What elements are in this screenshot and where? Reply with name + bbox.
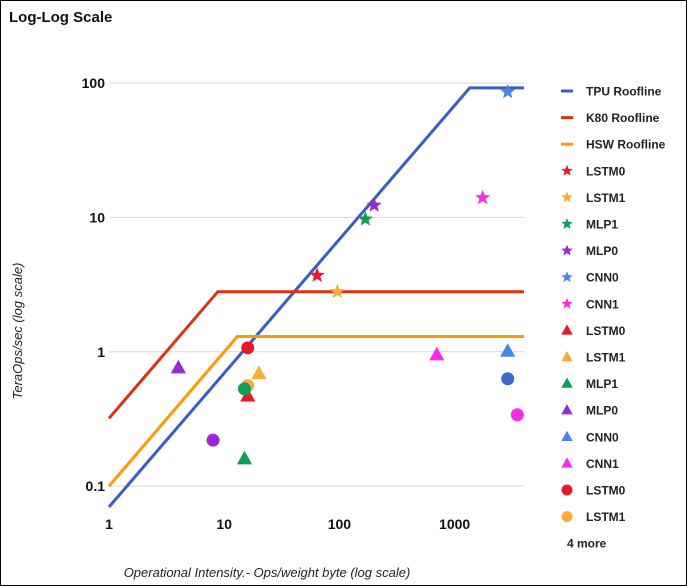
legend-label-10: LSTM1 (586, 351, 626, 365)
legend-label-1: K80 Roofline (586, 111, 660, 125)
data-points (170, 83, 524, 465)
legend-swatch-6 (561, 244, 573, 256)
point-triangle-lstm1 (251, 365, 267, 380)
legend-swatch-3 (561, 164, 573, 176)
point-circle-cnn0 (501, 372, 515, 386)
chart-title: Log-Log Scale (9, 9, 113, 26)
legend-swatch-16 (561, 511, 573, 523)
tick-labels: 0.1 1 10 100 1 10 100 1000 (82, 75, 471, 532)
roofline-tpu-roofline (107, 86, 524, 508)
point-circle-cnn1 (510, 408, 524, 422)
point-star-mlp0 (366, 197, 382, 212)
legend-label-9: LSTM0 (586, 324, 626, 338)
point-triangle-cnn1 (429, 346, 445, 361)
point-star-mlp1 (357, 211, 373, 226)
y-tick-label-2: 10 (89, 209, 105, 225)
x-tick-label-3: 1000 (439, 516, 470, 532)
legend-label-16: LSTM1 (586, 510, 626, 524)
y-tick-label-0: 0.1 (86, 478, 106, 494)
legend-swatch-10 (561, 351, 573, 362)
y-tick-label-3: 100 (82, 75, 106, 91)
legend-label-13: CNN0 (586, 430, 619, 444)
legend-swatch-4 (561, 191, 573, 203)
point-triangle-mlp0 (170, 359, 186, 374)
legend-swatch-15 (561, 484, 573, 496)
legend-label-12: MLP0 (586, 404, 618, 418)
point-triangle-lstm0 (240, 387, 256, 402)
legend-swatch-11 (561, 377, 573, 388)
point-star-cnn0 (500, 83, 516, 99)
point-triangle-cnn0 (500, 343, 516, 357)
point-star-lstm1 (329, 283, 345, 299)
legend-label-8: CNN1 (586, 297, 619, 311)
point-circle-lstm0 (241, 341, 255, 355)
legend-label-0: TPU Roofline (586, 85, 662, 99)
point-star-cnn1 (475, 189, 491, 205)
legend-label-3: LSTM0 (586, 164, 626, 178)
legend-label-2: HSW Roofline (586, 138, 666, 152)
legend-swatch-7 (561, 271, 573, 283)
legend-swatch-5 (561, 218, 573, 229)
grid-lines (109, 82, 524, 487)
legend-swatch-9 (561, 324, 573, 335)
legend-label-6: MLP0 (586, 244, 618, 258)
y-axis-title: TeraOps/sec (log scale) (10, 263, 25, 400)
x-tick-label-0: 1 (105, 516, 113, 532)
x-tick-label-2: 100 (328, 516, 352, 532)
point-star-lstm0 (309, 267, 325, 282)
point-triangle-mlp1 (236, 450, 253, 465)
legend-label-7: CNN0 (586, 271, 619, 285)
y-tick-label-1: 1 (97, 344, 105, 360)
legend-more-label: 4 more (567, 537, 607, 551)
legend-label-11: MLP1 (586, 377, 618, 391)
legend-label-14: CNN1 (586, 457, 619, 471)
legend-swatch-8 (561, 297, 573, 309)
legend-swatch-14 (561, 457, 573, 468)
x-tick-label-1: 10 (216, 516, 232, 532)
legend-label-5: MLP1 (586, 218, 618, 232)
x-axis-title: Operational Intensity.- Ops/weight byte … (124, 565, 411, 580)
legend-swatch-13 (561, 430, 573, 441)
roofline-hsw-roofline (107, 335, 524, 488)
legend-swatch-12 (561, 404, 573, 415)
legend-label-15: LSTM0 (586, 484, 626, 498)
roofline-lines (107, 86, 524, 508)
legend: TPU Roofline K80 Roofline HSW Roofline LSTM… (561, 85, 666, 551)
point-circle-mlp1 (237, 382, 251, 396)
point-circle-mlp0 (206, 433, 220, 447)
legend-label-4: LSTM1 (586, 191, 626, 205)
roofline-k80-roofline (107, 290, 524, 420)
